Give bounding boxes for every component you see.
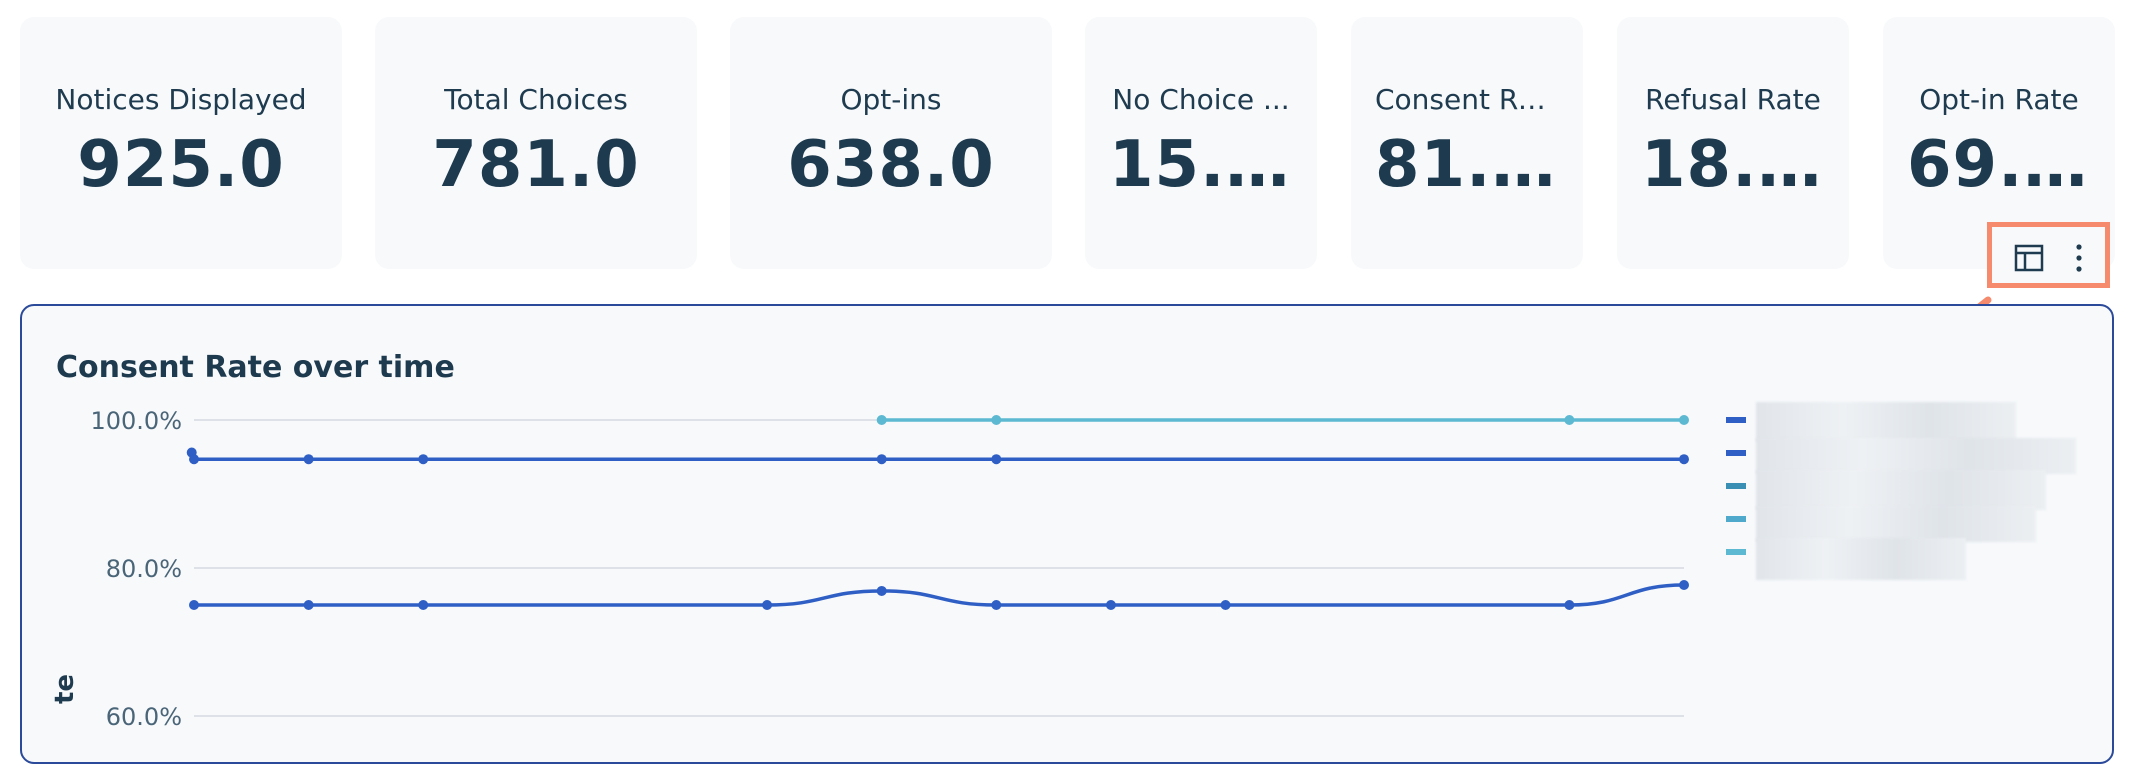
kpi-label: Opt-in Rate — [1919, 83, 2079, 116]
data-point — [1220, 600, 1231, 610]
kpi-value: 18.... — [1641, 128, 1825, 202]
y-axis-label-fragment: te — [50, 673, 80, 704]
chart-title: Consent Rate over time — [56, 350, 455, 385]
data-point — [1105, 600, 1116, 610]
data-point — [303, 454, 314, 465]
legend-label-redacted[interactable] — [1756, 506, 2036, 542]
data-point — [418, 600, 429, 610]
legend-swatch[interactable] — [1726, 516, 1746, 522]
kpi-value: 781.0 — [432, 128, 640, 202]
legend-swatch[interactable] — [1726, 549, 1746, 555]
series-line-1 — [194, 583, 1685, 607]
data-point — [1679, 415, 1689, 425]
table-view-button[interactable] — [2008, 237, 2050, 279]
data-point — [876, 454, 887, 465]
kpi-value: 15.... — [1109, 128, 1293, 202]
legend-swatch[interactable] — [1726, 450, 1746, 456]
legend-swatch[interactable] — [1726, 483, 1746, 489]
data-point — [991, 454, 1002, 465]
kpi-card: Consent Ra... 81.... — [1351, 17, 1583, 269]
legend-label-redacted[interactable] — [1756, 438, 2076, 474]
y-tick-label: 100.0% — [90, 407, 182, 435]
kpi-card: No Choice ... 15.... — [1085, 17, 1317, 269]
data-point — [876, 415, 887, 425]
consent-rate-chart: 100.0% 80.0% 60.0% — [90, 407, 1689, 731]
kpi-card: Total Choices 781.0 — [375, 17, 697, 269]
more-vertical-icon — [2076, 244, 2082, 272]
data-point — [189, 600, 199, 610]
legend-label-redacted[interactable] — [1756, 538, 1966, 580]
data-point — [189, 454, 199, 465]
kpi-value: 925.0 — [77, 128, 285, 202]
table-layout-icon — [2014, 244, 2044, 272]
y-tick-label: 60.0% — [106, 703, 182, 731]
kpi-label: Opt-ins — [840, 83, 942, 116]
kpi-label: Consent Ra... — [1375, 83, 1559, 116]
consent-rate-chart-panel: Consent Rate over time 100.0% 80.0% 60.0% … — [20, 304, 2114, 764]
kpi-card: Opt-ins 638.0 — [730, 17, 1052, 269]
data-point — [1564, 600, 1575, 610]
data-point — [876, 585, 887, 596]
y-tick-label: 80.0% — [106, 555, 182, 583]
kpi-label: Refusal Rate — [1645, 83, 1821, 116]
data-point — [1564, 415, 1575, 425]
more-options-button[interactable] — [2058, 237, 2100, 279]
kpi-card: Refusal Rate 18.... — [1617, 17, 1849, 269]
legend-label-redacted[interactable] — [1756, 470, 2046, 510]
kpi-label: Total Choices — [444, 83, 628, 116]
series-line-0 — [190, 450, 1684, 461]
data-point — [762, 600, 773, 610]
kpi-label: Notices Displayed — [55, 83, 307, 116]
kpi-value: 638.0 — [787, 128, 995, 202]
legend-label-redacted[interactable] — [1756, 402, 2016, 442]
legend-swatch[interactable] — [1726, 417, 1746, 423]
data-point — [303, 600, 314, 610]
data-point — [1679, 580, 1689, 591]
kpi-value: 81.... — [1375, 128, 1559, 202]
data-point — [1679, 454, 1689, 465]
data-point — [991, 415, 1002, 425]
data-point — [418, 454, 429, 465]
chart-toolbar — [1987, 222, 2110, 288]
data-point — [991, 600, 1002, 610]
kpi-label: No Choice ... — [1112, 83, 1290, 116]
kpi-card: Notices Displayed 925.0 — [20, 17, 342, 269]
kpi-value: 69.... — [1907, 128, 2091, 202]
